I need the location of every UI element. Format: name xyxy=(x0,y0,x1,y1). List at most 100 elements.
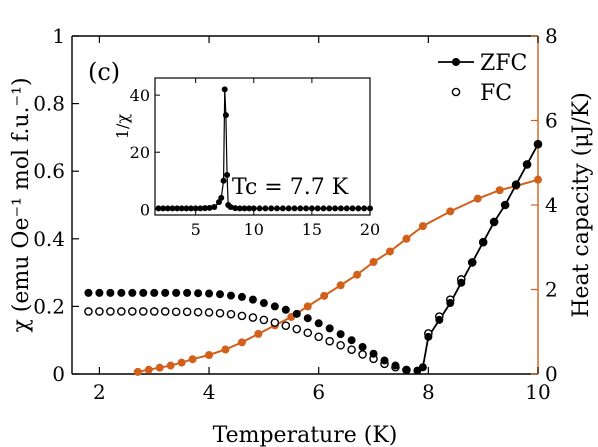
zfc-point xyxy=(446,299,455,308)
inset-point xyxy=(241,205,248,212)
zfc-point xyxy=(512,180,521,189)
inset-point xyxy=(274,205,281,212)
x-tick-label: 2 xyxy=(93,380,106,404)
fc-point xyxy=(106,307,115,316)
zfc-point xyxy=(259,299,268,308)
inset-point xyxy=(268,205,275,212)
fc-point xyxy=(358,350,367,359)
inset-point xyxy=(232,205,239,212)
heat-capacity-point xyxy=(221,345,230,354)
inset-point xyxy=(169,205,176,212)
zfc-point xyxy=(468,258,477,267)
zfc-point xyxy=(424,332,433,341)
y-left-tick-label: 1 xyxy=(52,24,65,48)
inset-point xyxy=(221,86,228,93)
fc-point xyxy=(171,307,181,317)
zfc-point xyxy=(303,314,312,323)
zfc-point xyxy=(490,217,499,226)
zfc-point xyxy=(292,309,301,318)
y-right-tick-label: 0 xyxy=(545,362,558,386)
fc-point xyxy=(138,307,148,316)
fc-point xyxy=(204,308,214,317)
fc-point xyxy=(95,307,104,316)
fc-point xyxy=(128,307,137,316)
inset-point xyxy=(262,205,269,212)
fc-point xyxy=(160,307,170,316)
x-axis-title: Temperature (K) xyxy=(213,423,398,447)
y-left-axis-title: χ (emu Oe⁻¹ mol f.u.⁻¹) xyxy=(9,77,34,332)
x-tick-label: 10 xyxy=(525,380,550,404)
fc-point xyxy=(292,324,302,334)
fc-point xyxy=(226,309,236,319)
zfc-point xyxy=(106,288,115,297)
zfc-point xyxy=(523,160,532,169)
inset-point xyxy=(164,205,171,212)
fc-point xyxy=(84,307,93,316)
panel-label: (c) xyxy=(88,58,120,86)
fc-point xyxy=(303,328,313,338)
inset-point xyxy=(174,205,181,212)
zfc-point xyxy=(380,356,389,365)
inset-y-axis-title: 1/χ xyxy=(113,114,132,140)
fc-point xyxy=(215,308,225,318)
fc-point xyxy=(314,332,324,342)
heat-capacity-point xyxy=(133,367,142,376)
y-right-tick-label: 2 xyxy=(545,278,558,302)
inset-point xyxy=(206,204,213,211)
inset-point xyxy=(224,172,231,179)
fc-point xyxy=(248,313,258,322)
inset-point xyxy=(178,205,185,212)
inset-point xyxy=(297,205,304,212)
inset-point xyxy=(197,205,204,212)
inset-point xyxy=(314,205,321,212)
inset-point xyxy=(256,205,263,212)
zfc-point xyxy=(128,288,137,297)
x-tick-label: 6 xyxy=(312,380,325,404)
zfc-point xyxy=(270,302,279,311)
zfc-point xyxy=(402,365,411,374)
inset-point xyxy=(211,204,218,211)
fc-point xyxy=(270,318,280,327)
zfc-point xyxy=(358,342,367,351)
inset-y-tick-label: 20 xyxy=(130,143,150,162)
inset-point xyxy=(183,205,190,212)
zfc-point xyxy=(347,336,356,345)
heat-capacity-point xyxy=(418,222,427,231)
zfc-point xyxy=(457,278,466,287)
inset-y-tick-label: 40 xyxy=(130,86,150,105)
zfc-point xyxy=(226,291,235,300)
inset-point xyxy=(218,194,225,201)
inset-point xyxy=(337,205,344,212)
y-left-tick-label: 0.6 xyxy=(33,159,65,183)
inset-point xyxy=(201,205,208,212)
zfc-point xyxy=(391,361,400,370)
heat-capacity-point xyxy=(473,194,482,203)
inset-point xyxy=(326,205,333,212)
zfc-point xyxy=(501,201,510,209)
fc-point xyxy=(182,307,192,317)
inset-x-tick-label: 5 xyxy=(191,220,201,239)
heat-capacity-point xyxy=(155,363,164,372)
zfc-point xyxy=(435,315,444,324)
heat-capacity-point xyxy=(177,358,186,367)
fc-point xyxy=(117,307,126,316)
inset-point xyxy=(349,205,356,212)
fc-point xyxy=(347,345,356,354)
inset-point xyxy=(160,205,167,212)
x-tick-label: 8 xyxy=(422,380,435,404)
zfc-point xyxy=(314,319,323,328)
heat-capacity-point xyxy=(534,175,542,184)
inset-point xyxy=(188,205,195,212)
fc-point xyxy=(336,340,345,350)
inset-point xyxy=(250,205,257,212)
inset-point xyxy=(303,205,310,212)
fc-point xyxy=(193,307,203,317)
heat-capacity-point xyxy=(205,350,214,359)
zfc-point xyxy=(205,289,214,298)
heat-capacity-point xyxy=(303,302,312,311)
inset-x-tick-label: 20 xyxy=(360,220,380,239)
inset-point xyxy=(308,205,315,212)
legend-fc-marker xyxy=(451,87,461,97)
zfc-point xyxy=(117,288,126,297)
